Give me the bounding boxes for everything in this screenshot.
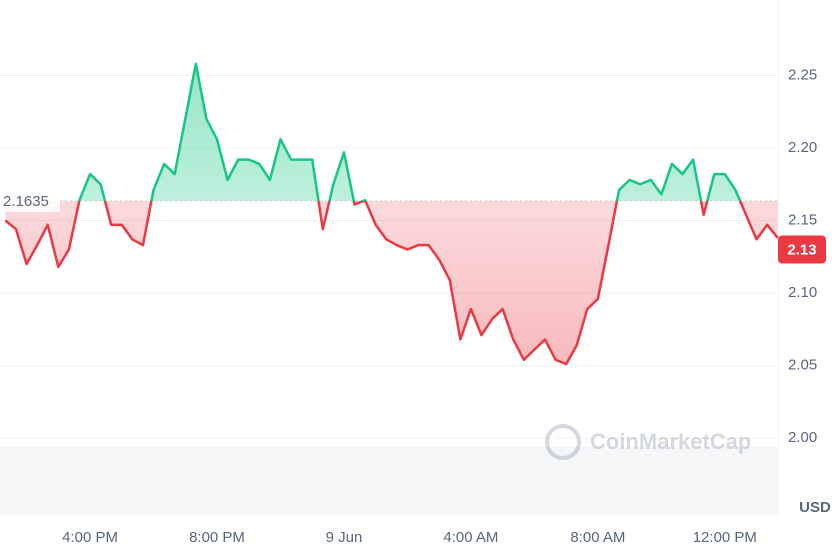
watermark-text: CoinMarketCap <box>590 429 751 454</box>
reference-label: 2.1635 <box>3 193 49 210</box>
y-tick-label: 2.10 <box>788 284 817 301</box>
x-tick-label: 8:00 PM <box>189 529 245 546</box>
x-tick-label: 12:00 PM <box>693 529 757 546</box>
y-tick-label: 2.00 <box>788 429 817 446</box>
x-tick-label: 9 Jun <box>326 529 363 546</box>
unit-label: USD <box>799 499 831 516</box>
reference-label-bg <box>0 189 60 212</box>
area-down <box>5 200 778 365</box>
current-price-box <box>778 235 826 264</box>
volume-band <box>0 447 778 515</box>
x-tick-label: 4:00 AM <box>443 529 498 546</box>
current-price-label: 2.13 <box>787 241 816 258</box>
x-tick-label: 4:00 PM <box>62 529 118 546</box>
y-tick-label: 2.20 <box>788 139 817 156</box>
y-tick-label: 2.15 <box>788 211 817 228</box>
y-tick-label: 2.25 <box>788 66 817 83</box>
price-line <box>4 62 779 366</box>
area-up <box>79 63 741 201</box>
watermark: CoinMarketCap <box>545 424 751 460</box>
x-tick-label: 8:00 AM <box>570 529 625 546</box>
y-tick-label: 2.05 <box>788 357 817 374</box>
